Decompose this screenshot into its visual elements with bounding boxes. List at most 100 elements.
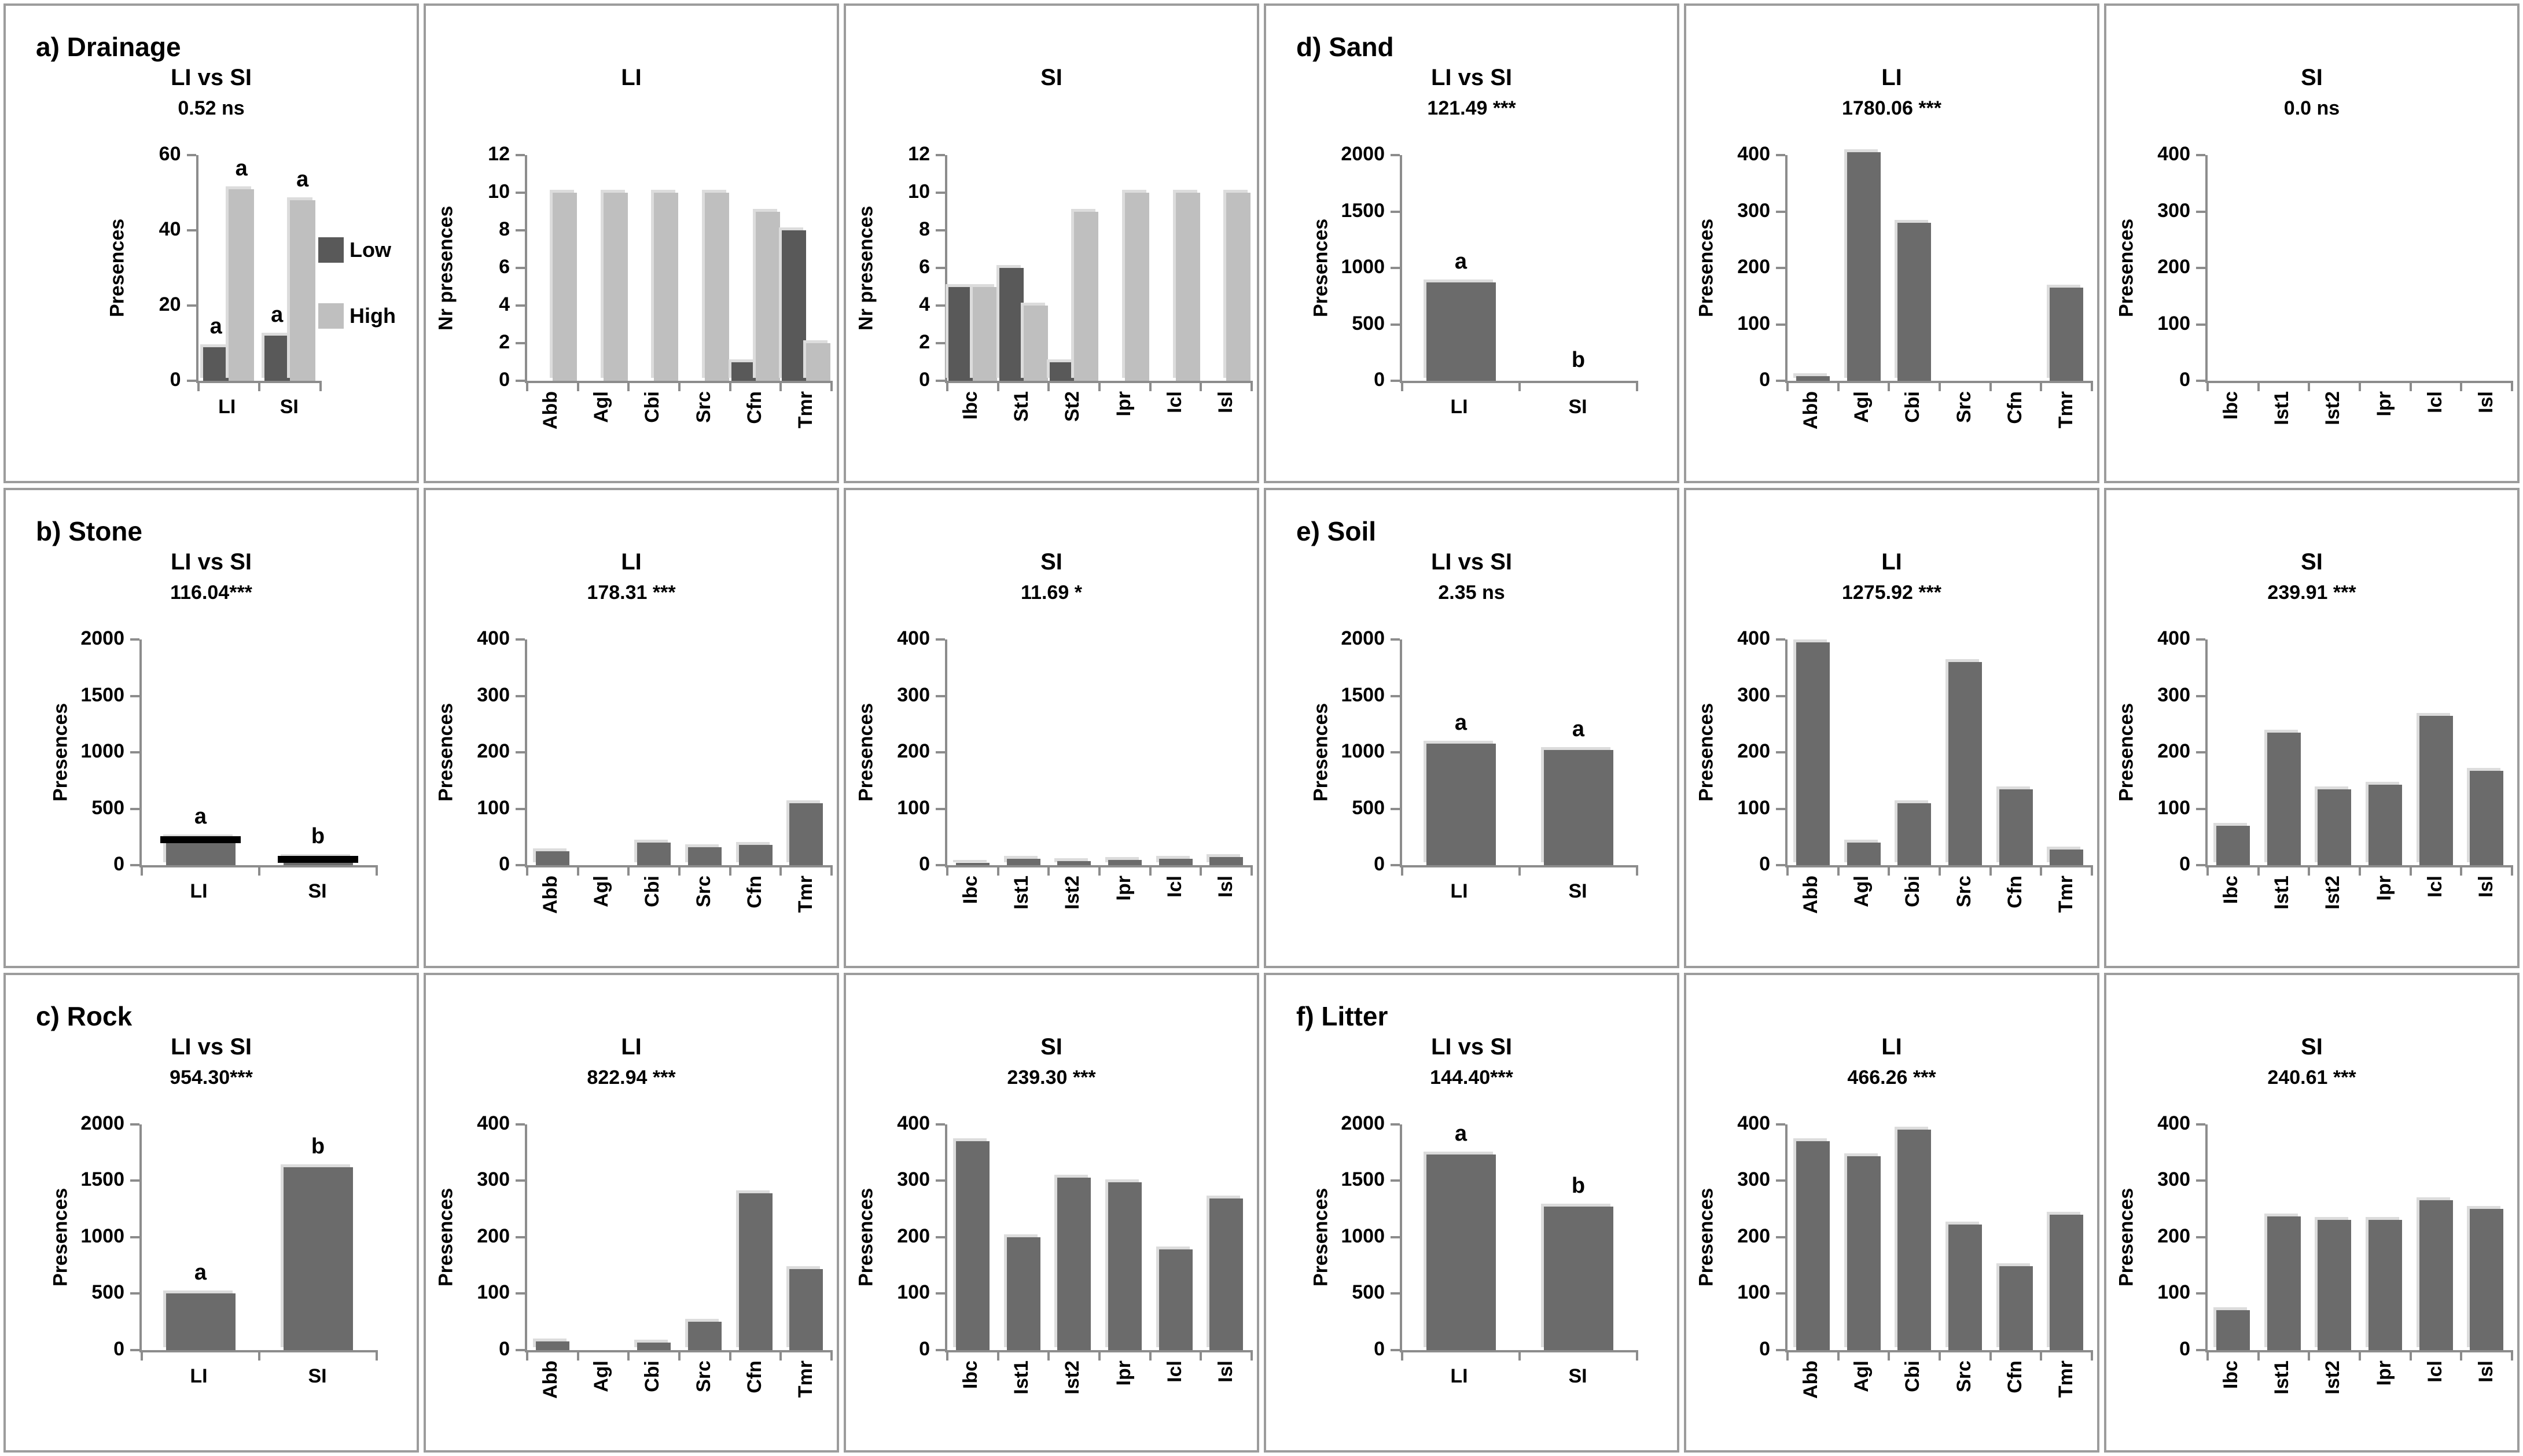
y-tick-mark <box>2196 154 2205 156</box>
y-tick-mark <box>516 342 525 345</box>
x-category-label: Abb <box>1785 867 1836 914</box>
sig-letter: a <box>1454 710 1468 735</box>
x-tick-mark <box>376 865 378 876</box>
plot-column: a a LI SI <box>1400 639 1638 903</box>
sig-letter: a <box>194 804 207 829</box>
bar <box>2318 789 2352 866</box>
y-tick-mark <box>1776 1179 1785 1182</box>
bar-slots <box>2208 1124 2512 1350</box>
x-tick-mark <box>1939 381 1941 391</box>
y-tick-label: 100 <box>2157 312 2190 334</box>
bar <box>603 193 628 381</box>
x-axis-labels: LI SI <box>1400 383 1637 418</box>
chart-cell: f) Litter LI vs SI 144.40*** Presences 0 500 1… <box>1264 972 1679 1453</box>
bar <box>1543 1207 1613 1350</box>
y-axis-labels: 0 100 200 300 400 <box>461 1112 525 1360</box>
category-slot <box>1991 155 2042 381</box>
bar-column <box>1209 639 1244 866</box>
y-tick-mark <box>1776 1123 1785 1126</box>
bar-column <box>2470 1124 2504 1350</box>
bar <box>2318 1220 2352 1350</box>
x-category-label: Isl <box>1201 1352 1252 1395</box>
y-tick-label: 200 <box>1737 256 1770 278</box>
y-tick-mark <box>936 864 945 867</box>
bar-column <box>1897 155 1932 381</box>
y-tick-mark <box>936 192 945 194</box>
y-tick-label: 300 <box>1737 683 1770 706</box>
category-slot <box>1150 1124 1201 1350</box>
plot-area <box>1785 639 2093 876</box>
chart-cell: LI 822.94 *** Presences 0 100 200 300 400 Abb Agl… <box>424 972 839 1453</box>
y-tick-mark <box>1391 154 1400 156</box>
x-category-label: Ist2 <box>2308 383 2359 425</box>
bar-column <box>1152 155 1176 381</box>
plot-column: Ibc Ist1 Ist2 Ipr Icl Isl <box>945 1124 1253 1395</box>
category-slot <box>2208 155 2259 381</box>
y-tick-mark <box>936 380 945 382</box>
y-tick-mark <box>936 1348 945 1351</box>
plot-area <box>945 639 1253 876</box>
y-tick-mark <box>936 1179 945 1182</box>
y-tick-mark <box>516 1179 525 1182</box>
y-tick-label: 400 <box>2157 627 2190 650</box>
bar-column <box>630 155 654 381</box>
x-tick-mark <box>1200 1350 1202 1361</box>
y-tick-label: 0 <box>2179 369 2190 391</box>
y-tick-mark <box>186 380 196 382</box>
x-category-label-text: Icl <box>2423 391 2446 413</box>
y-tick-mark <box>936 154 945 156</box>
y-axis-title: Presences <box>855 703 877 802</box>
x-category-label-text: Cbi <box>641 391 664 423</box>
x-tick-mark <box>2040 1350 2043 1361</box>
bar <box>1897 1130 1932 1350</box>
x-tick-mark <box>1251 865 1253 876</box>
sig-letter: b <box>1571 1174 1586 1198</box>
bar <box>1074 211 1099 381</box>
bar-column <box>1226 155 1251 381</box>
x-tick-mark <box>1518 865 1521 876</box>
x-category-label-text: Ipr <box>2373 391 2395 417</box>
x-category-label: Ist1 <box>2256 383 2307 425</box>
y-tick-mark <box>130 1123 139 1126</box>
x-tick-mark <box>678 865 681 876</box>
category-slot <box>1838 152 1889 381</box>
x-category-label-text: Agl <box>590 1360 612 1392</box>
y-tick-mark <box>516 751 525 754</box>
plot-row: Presences 0 100 200 300 400 Abb Agl Cbi Src Cfn Tmr <box>1686 627 2097 914</box>
bar-column <box>1057 639 1091 866</box>
y-tick-mark <box>516 192 525 194</box>
category-slot <box>1201 639 1252 866</box>
y-tick-label: 2 <box>919 331 930 354</box>
y-tick-label: 300 <box>1737 199 1770 222</box>
chart-title: LI <box>621 65 642 90</box>
legend-swatch <box>318 237 344 263</box>
x-category-label: Ist1 <box>2256 1352 2307 1395</box>
x-category-label: Ist2 <box>1047 1352 1098 1395</box>
chart-statistic: 11.69 * <box>1021 582 1082 604</box>
plot-column: Abb Agl Cbi Src Cfn Tmr <box>1785 1124 2093 1399</box>
category-slot <box>1838 1124 1889 1350</box>
y-tick-label: 100 <box>477 796 510 819</box>
x-category-label: Agl <box>576 867 627 914</box>
chart-statistic: 239.91 *** <box>2267 582 2356 604</box>
x-category-label-text: St2 <box>1061 391 1084 422</box>
y-tick-mark <box>130 1179 139 1182</box>
bar <box>1948 662 1982 866</box>
bar-column <box>1124 155 1149 381</box>
chart-title: LI <box>1881 65 1902 90</box>
y-axis-title: Presences <box>2115 218 2138 318</box>
x-category-label-text: SI <box>308 880 327 903</box>
bar-column: a <box>1426 155 1496 381</box>
category-slot <box>527 639 578 866</box>
bar <box>2050 1214 2084 1350</box>
x-tick-mark <box>1888 865 1891 876</box>
y-tick-label: 20 <box>159 293 181 316</box>
bar-column <box>603 155 628 381</box>
x-tick-mark <box>2359 381 2361 391</box>
y-tick-mark <box>936 694 945 697</box>
category-slot <box>730 1124 781 1350</box>
plot-row: Presences 0 500 1000 1500 2000 a b LI SI <box>6 627 417 903</box>
y-tick-mark <box>516 229 525 232</box>
y-tick-mark <box>2196 864 2205 867</box>
